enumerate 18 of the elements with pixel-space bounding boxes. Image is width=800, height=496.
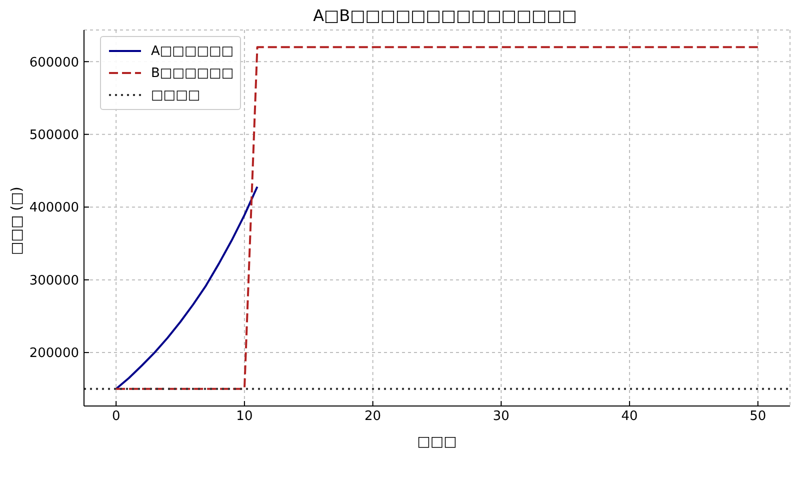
x-tick-label: 10 <box>236 409 253 424</box>
y-tick-label: 500000 <box>29 128 79 143</box>
x-tick-label: 40 <box>621 409 638 424</box>
x-tick-label: 0 <box>112 409 120 424</box>
y-tick-label: 600000 <box>29 55 79 70</box>
x-tick-label: 50 <box>750 409 766 424</box>
legend-label: B□□□□□□ <box>151 66 234 80</box>
x-tick-label: 30 <box>492 409 510 424</box>
chart-title: A□B□□□□□□□□□□□□□□□ <box>312 6 578 25</box>
y-tick-label: 400000 <box>29 200 79 216</box>
line-series <box>115 186 258 390</box>
legend-label: A□□□□□□ <box>151 44 234 58</box>
x-tick-label: 20 <box>364 409 382 424</box>
y-tick-label: 200000 <box>29 346 79 362</box>
y-tick-label: 300000 <box>29 273 79 288</box>
legend-label: □□□□ <box>151 88 200 102</box>
y-axis-title: □□□ (□) <box>9 186 25 255</box>
x-axis-title: □□□ <box>417 434 457 450</box>
